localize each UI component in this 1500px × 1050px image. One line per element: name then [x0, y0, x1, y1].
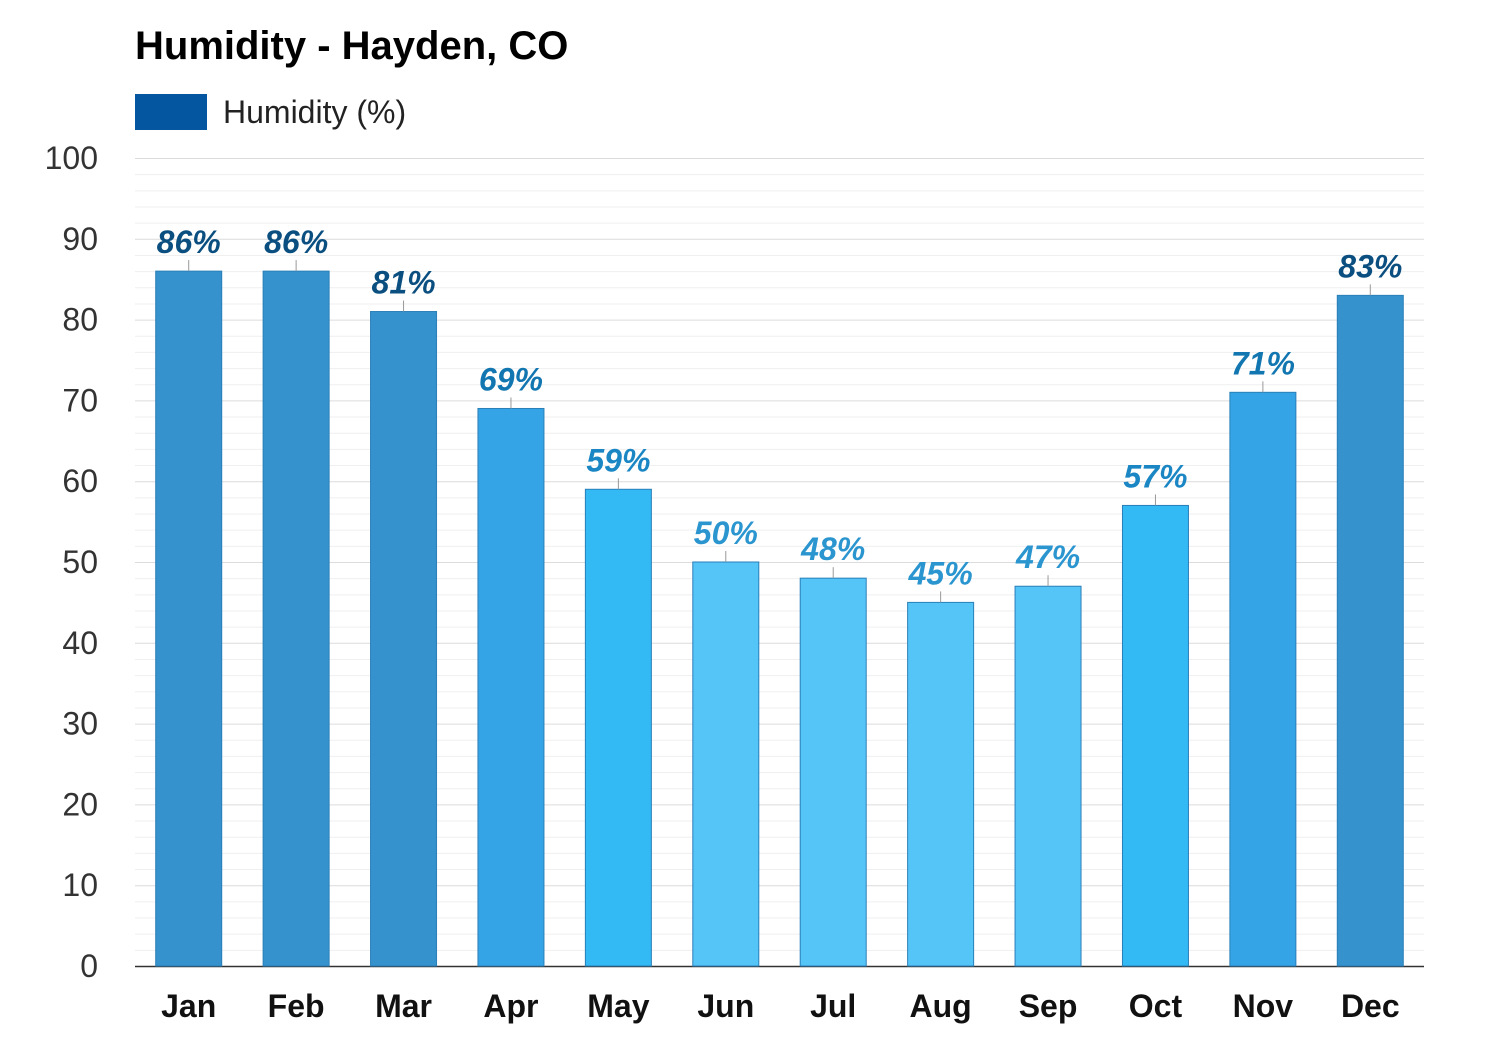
y-tick-label: 0 — [80, 948, 98, 984]
bar-dec — [1336, 294, 1404, 967]
bar-may — [584, 488, 652, 967]
y-tick-label: 90 — [62, 221, 98, 257]
data-label-oct: 57% — [1123, 458, 1187, 494]
data-label-feb: 86% — [264, 224, 328, 260]
y-tick-label: 30 — [62, 706, 98, 742]
bar-jan — [155, 270, 223, 967]
legend-label: Humidity (%) — [223, 93, 407, 130]
x-tick-label-mar: Mar — [375, 988, 432, 1024]
data-label-jun: 50% — [694, 515, 758, 551]
x-tick-label-nov: Nov — [1233, 988, 1294, 1024]
x-tick-label-oct: Oct — [1129, 988, 1183, 1024]
y-tick-label: 60 — [62, 463, 98, 499]
data-label-apr: 69% — [479, 361, 543, 397]
bar-mar — [370, 311, 438, 967]
bar-jul — [799, 577, 867, 967]
y-tick-label: 100 — [45, 140, 98, 176]
chart-title: Humidity - Hayden, CO — [135, 24, 569, 68]
y-tick-label: 80 — [62, 302, 98, 338]
bar-feb — [262, 270, 330, 967]
data-label-sep: 47% — [1015, 539, 1080, 575]
y-tick-label: 70 — [62, 382, 98, 418]
data-label-aug: 45% — [908, 555, 973, 591]
bar-oct — [1121, 504, 1189, 967]
data-label-mar: 81% — [372, 265, 436, 301]
y-tick-label: 40 — [62, 625, 98, 661]
bar-apr — [477, 407, 545, 967]
x-tick-label-feb: Feb — [268, 988, 325, 1024]
x-tick-label-apr: Apr — [483, 988, 538, 1024]
data-label-dec: 83% — [1338, 248, 1402, 284]
bar-aug — [907, 601, 975, 967]
data-label-jul: 48% — [800, 531, 865, 567]
x-tick-label-jan: Jan — [161, 988, 216, 1024]
x-tick-label-sep: Sep — [1019, 988, 1078, 1024]
x-tick-label-dec: Dec — [1341, 988, 1400, 1024]
bar-nov — [1229, 391, 1297, 967]
x-tick-label-jul: Jul — [810, 988, 856, 1024]
data-label-nov: 71% — [1231, 345, 1295, 381]
bar-sep — [1014, 585, 1082, 967]
data-label-jan: 86% — [157, 224, 221, 260]
bar-jun — [692, 561, 760, 967]
x-tick-label-aug: Aug — [910, 988, 972, 1024]
data-label-may: 59% — [586, 442, 650, 478]
y-tick-label: 50 — [62, 544, 98, 580]
y-tick-label: 20 — [62, 786, 98, 822]
y-tick-label: 10 — [62, 867, 98, 903]
legend-swatch — [135, 94, 207, 130]
x-tick-label-jun: Jun — [697, 988, 754, 1024]
x-tick-label-may: May — [587, 988, 649, 1024]
legend: Humidity (%) — [135, 92, 406, 132]
